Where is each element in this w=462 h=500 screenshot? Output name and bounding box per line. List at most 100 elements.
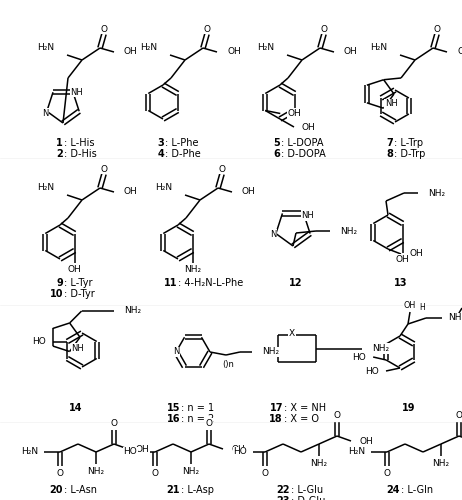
Text: N: N (173, 348, 179, 356)
Text: 11: 11 (164, 278, 177, 288)
Text: NH: NH (448, 314, 462, 322)
Text: N: N (42, 109, 48, 118)
Text: 6: 6 (273, 149, 280, 159)
Text: H₂N: H₂N (370, 44, 387, 52)
Text: : X = NH: : X = NH (284, 403, 326, 413)
Text: OH: OH (136, 444, 150, 454)
Text: H₂N: H₂N (348, 448, 365, 456)
Text: OH: OH (344, 48, 358, 56)
Text: 12: 12 (288, 278, 302, 288)
Text: H₂N: H₂N (140, 44, 157, 52)
Text: O: O (110, 418, 117, 428)
Text: OH: OH (242, 188, 256, 196)
Text: 13: 13 (394, 278, 407, 288)
Text: O: O (383, 468, 390, 477)
Text: : D-Phe: : D-Phe (165, 149, 201, 159)
Text: OH: OH (409, 250, 423, 258)
Text: : D-His: : D-His (64, 149, 97, 159)
Text: OH: OH (301, 122, 315, 132)
Text: 21: 21 (166, 485, 180, 495)
Text: H₂N: H₂N (21, 448, 38, 456)
Text: NH₂: NH₂ (340, 226, 357, 235)
Text: H₂N: H₂N (37, 184, 54, 192)
Text: 24: 24 (387, 485, 400, 495)
Text: : L-DOPA: : L-DOPA (281, 138, 323, 148)
Text: : L-Trp: : L-Trp (394, 138, 423, 148)
Text: 15: 15 (166, 403, 180, 413)
Text: HO: HO (233, 448, 247, 456)
Text: OH: OH (124, 188, 138, 196)
Text: 9: 9 (56, 278, 63, 288)
Text: NH₂: NH₂ (87, 466, 104, 475)
Text: HO: HO (123, 448, 137, 456)
Text: NH: NH (72, 344, 85, 353)
Text: O: O (152, 468, 158, 477)
Text: OH: OH (124, 48, 138, 56)
Text: NH₂: NH₂ (182, 466, 200, 475)
Text: NH₂: NH₂ (432, 458, 450, 468)
Text: 7: 7 (386, 138, 393, 148)
Text: OH: OH (227, 48, 241, 56)
Text: 4: 4 (157, 149, 164, 159)
Text: HO: HO (32, 337, 46, 346)
Text: O: O (203, 24, 211, 34)
Text: : L-Gln: : L-Gln (401, 485, 433, 495)
Text: 8: 8 (386, 149, 393, 159)
Text: 23: 23 (276, 496, 290, 500)
Text: : L-Asn: : L-Asn (64, 485, 97, 495)
Text: 3: 3 (157, 138, 164, 148)
Text: : D-Glu: : D-Glu (291, 496, 325, 500)
Text: O: O (433, 24, 440, 34)
Text: OH: OH (68, 265, 82, 274)
Text: : L-His: : L-His (64, 138, 95, 148)
Text: NH₂: NH₂ (124, 306, 141, 316)
Text: : 4-H₂N-L-Phe: : 4-H₂N-L-Phe (178, 278, 243, 288)
Text: : n = 1: : n = 1 (181, 403, 214, 413)
Text: 16: 16 (166, 414, 180, 424)
Text: : X = O: : X = O (284, 414, 319, 424)
Text: NH₂: NH₂ (262, 348, 279, 356)
Text: : L-Asp: : L-Asp (181, 485, 214, 495)
Text: 1: 1 (56, 138, 63, 148)
Text: OH: OH (359, 436, 373, 446)
Text: 17: 17 (269, 403, 283, 413)
Text: 10: 10 (49, 289, 63, 299)
Text: OH: OH (396, 255, 410, 264)
Text: : D-DOPA: : D-DOPA (281, 149, 326, 159)
Text: H: H (418, 304, 424, 312)
Text: 5: 5 (273, 138, 280, 148)
Text: O: O (101, 164, 108, 173)
Text: 19: 19 (401, 403, 415, 413)
Text: OH: OH (457, 48, 462, 56)
Text: O: O (321, 24, 328, 34)
Text: OH: OH (231, 444, 245, 454)
Text: O: O (56, 468, 63, 477)
Text: NH₂: NH₂ (372, 344, 389, 353)
Text: O: O (261, 468, 268, 477)
Text: N: N (270, 230, 276, 239)
Text: H₂N: H₂N (155, 184, 172, 192)
Text: 2: 2 (56, 149, 63, 159)
Text: H₂N: H₂N (37, 44, 54, 52)
Text: NH: NH (301, 211, 314, 220)
Text: HO: HO (353, 352, 366, 362)
Text: OH: OH (404, 302, 416, 310)
Text: : D-Trp: : D-Trp (394, 149, 426, 159)
Text: NH₂: NH₂ (310, 458, 328, 468)
Text: O: O (219, 164, 225, 173)
Text: NH: NH (385, 100, 397, 108)
Text: 18: 18 (269, 414, 283, 424)
Text: O: O (334, 410, 340, 420)
Text: NH₂: NH₂ (428, 188, 445, 198)
Text: : L-Glu: : L-Glu (291, 485, 323, 495)
Text: : L-Tyr: : L-Tyr (64, 278, 92, 288)
Text: NH₂: NH₂ (184, 265, 201, 274)
Text: O: O (206, 418, 213, 428)
Text: NH: NH (71, 88, 83, 96)
Text: 14: 14 (68, 403, 82, 413)
Text: 22: 22 (276, 485, 290, 495)
Text: O: O (101, 24, 108, 34)
Text: HO: HO (365, 366, 379, 376)
Text: 20: 20 (49, 485, 63, 495)
Text: H₂N: H₂N (257, 44, 274, 52)
